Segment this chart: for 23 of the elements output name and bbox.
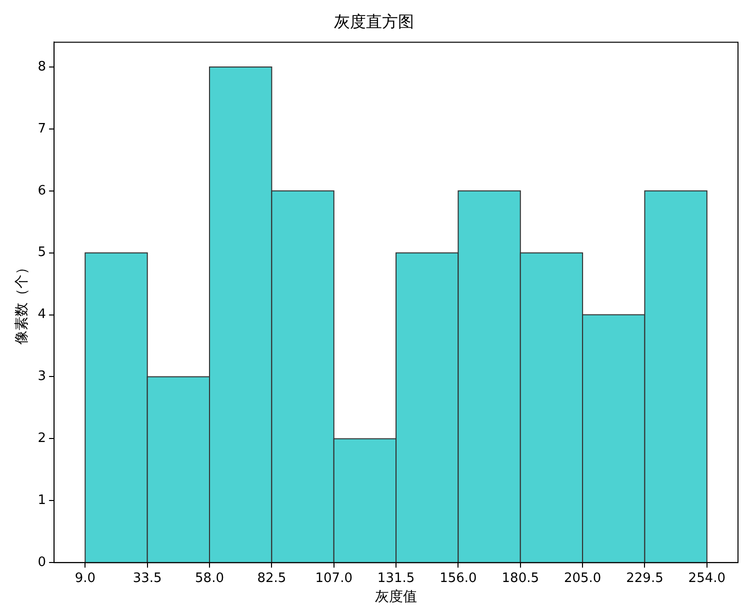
y-tick-label: 6 — [38, 183, 46, 198]
y-tick-label: 8 — [38, 59, 46, 74]
x-tick-label: 9.0 — [74, 570, 96, 586]
x-tick-label: 205.0 — [564, 570, 602, 586]
x-axis-title: 灰度值 — [375, 589, 418, 606]
y-tick-label: 2 — [38, 431, 46, 446]
y-tick-label: 3 — [38, 369, 46, 384]
y-tick-label: 0 — [38, 554, 46, 570]
chart-title: 灰度直方图 — [334, 12, 414, 31]
x-tick-label: 229.5 — [626, 570, 664, 586]
x-tick-label: 131.5 — [377, 570, 415, 586]
y-tick-label: 4 — [38, 307, 46, 322]
x-tick-label: 107.0 — [315, 570, 352, 586]
x-tick-label: 156.0 — [440, 570, 477, 586]
y-tick-label: 5 — [38, 245, 46, 260]
y-axis-title: 像素数（个） — [14, 260, 30, 344]
x-tick-label: 82.5 — [257, 570, 286, 586]
x-tick-label: 180.5 — [502, 570, 539, 586]
x-tick-label: 58.0 — [195, 570, 224, 586]
x-tick-label: 254.0 — [688, 570, 726, 586]
y-tick-label: 7 — [38, 121, 46, 136]
x-tick-label: 33.5 — [132, 570, 162, 586]
y-tick-label: 1 — [38, 493, 46, 508]
